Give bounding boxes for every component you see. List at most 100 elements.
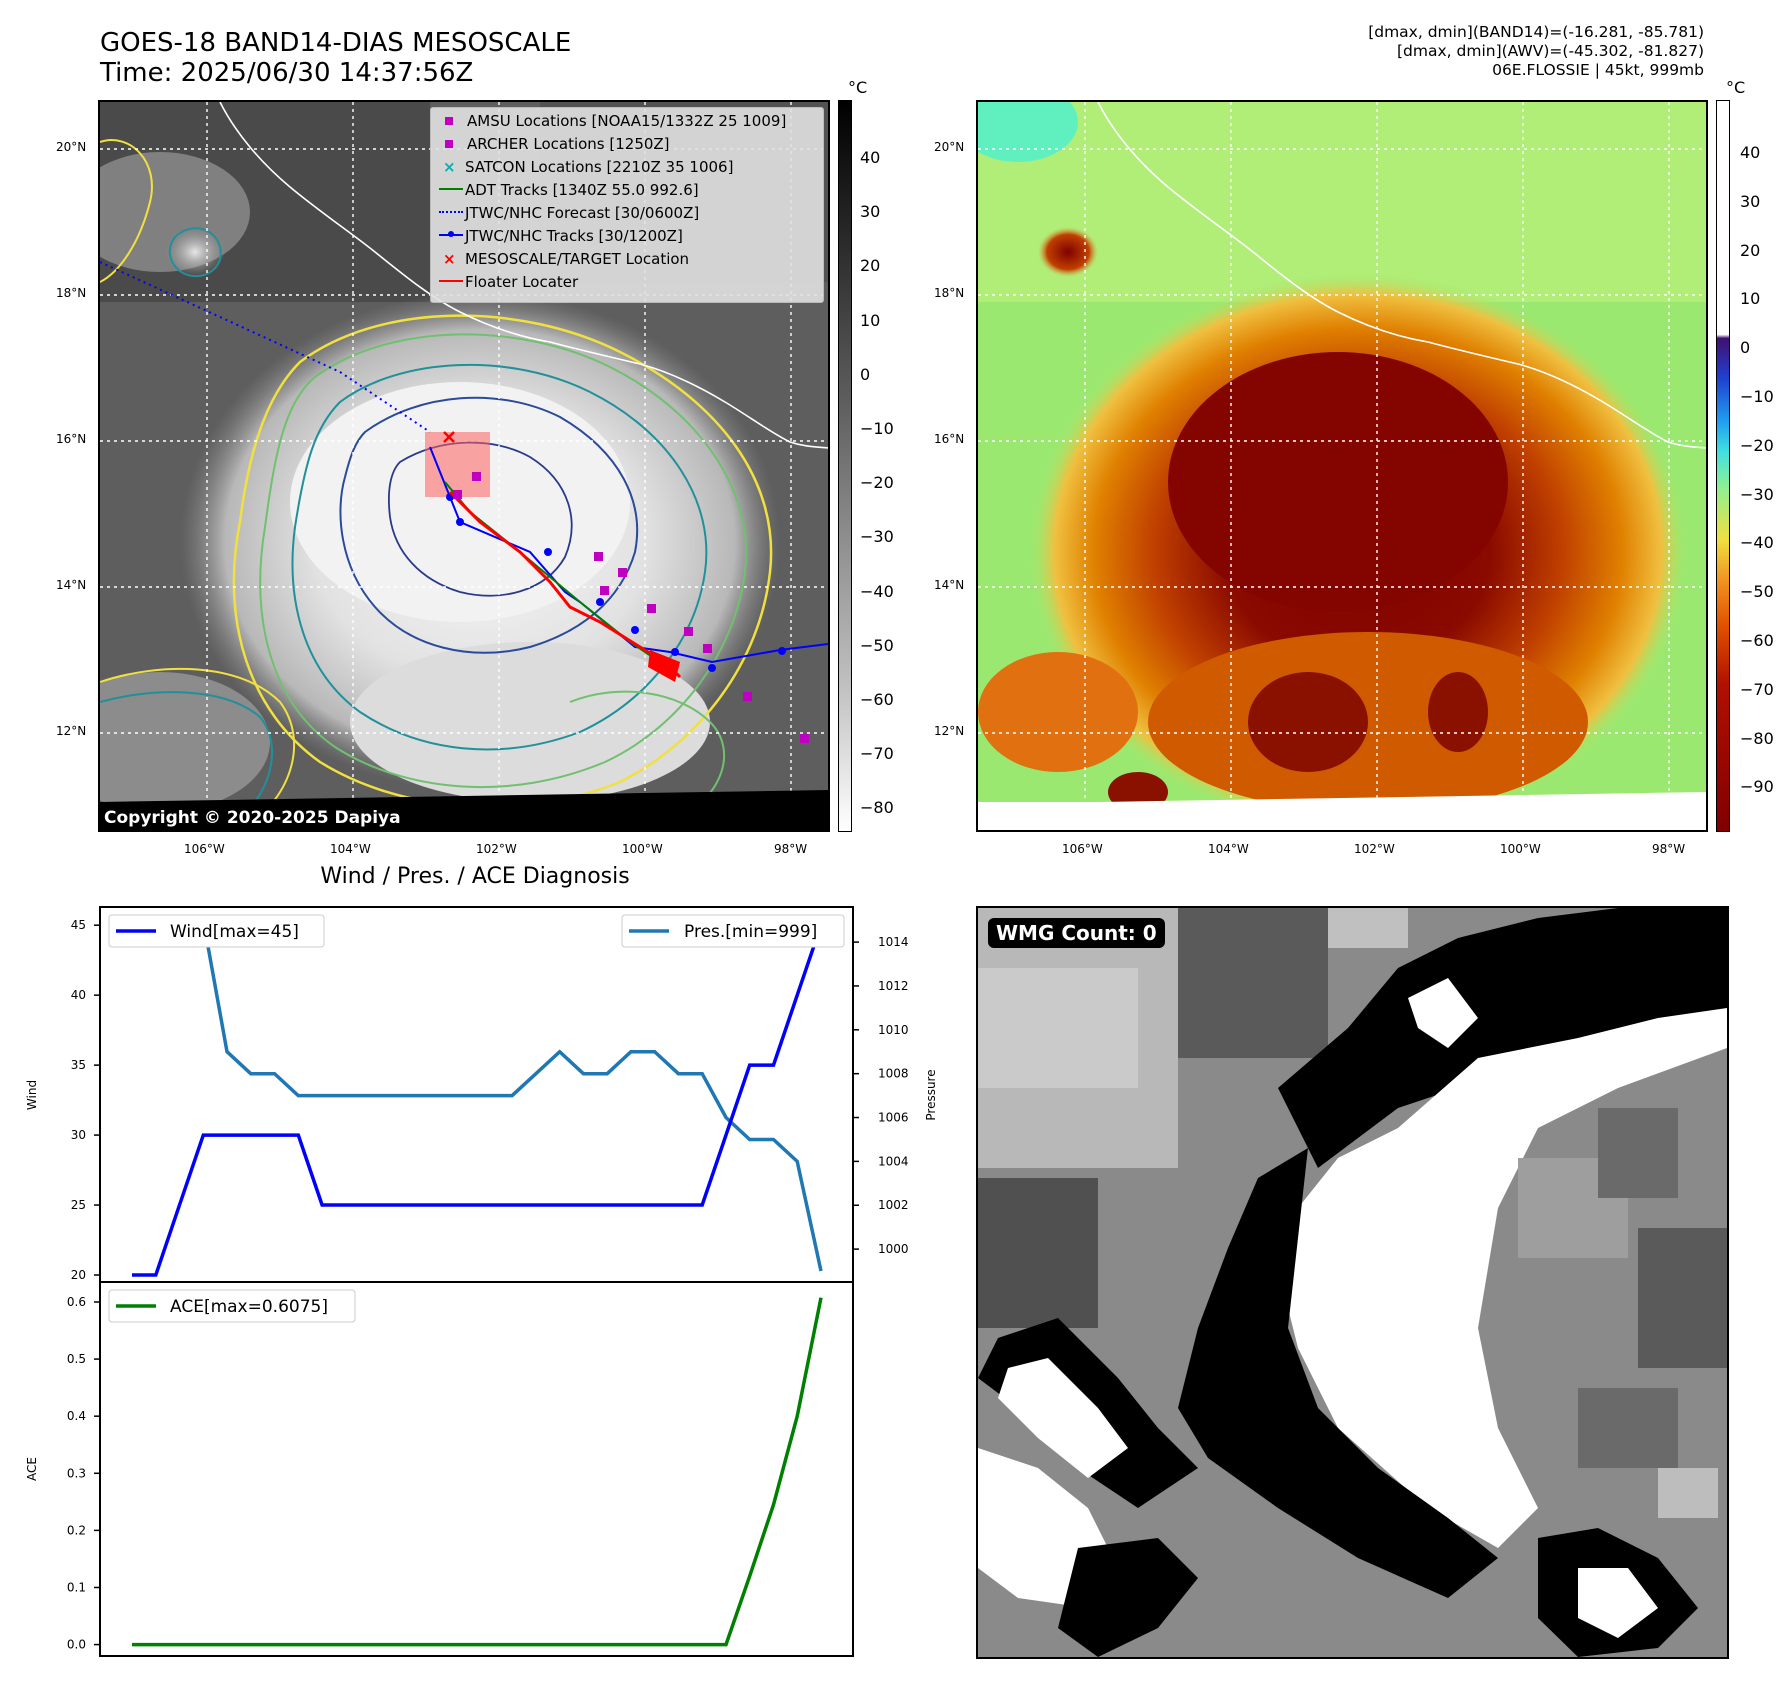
wind-y-tick-label: 30 [71, 1128, 86, 1142]
awv-range-text: [dmax, dmin](AWV)=(-45.302, -81.827) [1397, 42, 1704, 60]
legend-archer-marker [445, 140, 453, 148]
ace-y-tick-label: 0.4 [67, 1409, 86, 1423]
left-lat-14n: 14°N [56, 578, 87, 592]
right-colorbar-tick: −70 [1740, 679, 1774, 699]
right-colorbar-tick: 40 [1740, 143, 1761, 162]
legend-tracks-marker [439, 231, 463, 237]
legend-amsu-marker [445, 117, 453, 125]
legend-item-adt: ADT Tracks [1340Z 55.0 992.6] [439, 181, 699, 199]
right-lon-100w: 100°W [1500, 842, 1541, 856]
target-box [425, 432, 490, 497]
legend-label-tracks: JTWC/NHC Tracks [30/1200Z] [465, 227, 683, 245]
awv-map-panel [976, 100, 1708, 832]
left-colorbar-tick: 40 [860, 148, 881, 167]
pressure-y-tick-label: 1000 [878, 1242, 909, 1256]
ace-series-line [132, 1297, 823, 1647]
legend-label-forecast: JTWC/NHC Forecast [30/0600Z] [465, 204, 700, 222]
left-colorbar-tick: −20 [860, 473, 894, 493]
left-lon-98w: 98°W [774, 842, 808, 856]
pressure-y-tick-label: 1010 [878, 1023, 909, 1037]
legend-satcon-marker: × [443, 158, 456, 176]
header-stats: [dmax, dmin](BAND14)=(-16.281, -85.781) … [1004, 23, 1704, 80]
left-lon-100w: 100°W [622, 842, 663, 856]
right-colorbar-tick: −40 [1740, 533, 1774, 553]
ace-y-tick-label: 0.2 [67, 1523, 86, 1537]
right-colorbar-tick: 30 [1740, 191, 1761, 211]
map-title-line-2: Time: 2025/06/30 14:37:56Z [100, 58, 474, 88]
left-colorbar-tick: −30 [860, 527, 894, 547]
legend-target-marker: × [443, 250, 456, 268]
left-lon-102w: 102°W [476, 842, 517, 856]
copyright-text: Copyright © 2020-2025 Dapiya [104, 808, 401, 828]
right-lon-104w: 104°W [1208, 842, 1249, 856]
legend-item-satcon: × SATCON Locations [2210Z 35 1006] [439, 158, 733, 176]
diagnosis-chart-title: Wind / Pres. / ACE Diagnosis [320, 864, 630, 889]
left-lon-106w: 106°W [184, 842, 225, 856]
ace-y-tick-label: 0.5 [67, 1352, 86, 1366]
map-legend: AMSU Locations [NOAA15/1332Z 25 1009] AR… [430, 107, 824, 303]
legend-floater-marker [439, 280, 463, 282]
legend-item-floater: Floater Locater [439, 273, 578, 291]
pressure-series-line [132, 918, 823, 1272]
ace-y-tick-label: 0.0 [67, 1638, 86, 1652]
legend-adt-marker [439, 188, 463, 190]
wmg-image-svg [978, 908, 1727, 1657]
right-lat-14n: 14°N [934, 578, 965, 592]
wmg-count-badge: WMG Count: 0 [988, 918, 1165, 948]
legend-item-amsu: AMSU Locations [NOAA15/1332Z 25 1009] [439, 112, 786, 130]
legend-label-target: MESOSCALE/TARGET Location [465, 250, 690, 268]
right-lat-18n: 18°N [934, 286, 965, 300]
wind-y-tick-label: 40 [71, 988, 86, 1002]
wind-y-ticks: 20 25 30 35 40 45 [71, 918, 100, 1282]
ace-y-ticks: 0.0 0.1 0.2 0.3 0.4 0.5 0.6 [67, 1295, 100, 1652]
left-colorbar-tick: 20 [860, 256, 881, 276]
legend-forecast-marker [439, 211, 463, 213]
wind-legend: Wind[max=45] [108, 914, 325, 948]
left-lat-20n: 20°N [56, 140, 87, 154]
left-colorbar-tick: 30 [860, 202, 881, 222]
wind-y-tick-label: 35 [71, 1058, 86, 1072]
pressure-y-tick-label: 1012 [878, 979, 909, 993]
right-colorbar-tick: −50 [1740, 582, 1774, 602]
right-lon-106w: 106°W [1062, 842, 1103, 856]
ace-legend-label: ACE[max=0.6075] [170, 1297, 328, 1317]
right-colorbar-tick: 20 [1740, 240, 1761, 260]
right-lon-98w: 98°W [1652, 842, 1686, 856]
wmg-panel: WMG Count: 0 [976, 906, 1729, 1659]
right-colorbar-tick: −20 [1740, 435, 1774, 455]
right-colorbar-tick: 10 [1740, 289, 1761, 309]
left-colorbar-tick: −70 [860, 744, 894, 764]
pressure-y-tick-label: 1004 [878, 1154, 909, 1168]
ace-y-tick-label: 0.3 [67, 1466, 86, 1480]
left-colorbar-tick: 10 [860, 310, 881, 330]
wind-axis-label: Wind [25, 1080, 39, 1110]
wind-y-tick-label: 20 [71, 1268, 86, 1282]
right-lat-12n: 12°N [934, 724, 965, 738]
right-colorbar-tick: −10 [1740, 387, 1774, 406]
left-colorbar-tick: −50 [860, 635, 894, 655]
pressure-y-tick-label: 1002 [878, 1198, 909, 1212]
legend-label-adt: ADT Tracks [1340Z 55.0 992.6] [465, 181, 699, 199]
pressure-y-tick-label: 1008 [878, 1067, 909, 1081]
legend-item-forecast: JTWC/NHC Forecast [30/0600Z] [439, 204, 699, 222]
left-colorbar-tick: −60 [860, 690, 894, 709]
left-colorbar-tick: −40 [860, 581, 894, 601]
wind-series-line [132, 924, 823, 1277]
pressure-legend: Pres.[min=999] [621, 914, 845, 948]
right-lat-16n: 16°N [934, 432, 965, 446]
legend-label-amsu: AMSU Locations [NOAA15/1332Z 25 1009] [467, 112, 787, 130]
ace-y-tick-label: 0.6 [67, 1295, 86, 1309]
pressure-y-ticks: 1000 1002 1004 1006 1008 1010 1012 1014 [853, 935, 909, 1256]
band14-map-panel: AMSU Locations [NOAA15/1332Z 25 1009] AR… [98, 100, 830, 832]
legend-label-satcon: SATCON Locations [2210Z 35 1006] [465, 158, 734, 176]
legend-label-archer: ARCHER Locations [1250Z] [467, 135, 670, 153]
right-colorbar-tick: −30 [1740, 484, 1774, 504]
wind-y-tick-label: 45 [71, 918, 86, 932]
left-lat-18n: 18°N [56, 286, 87, 300]
left-lat-16n: 16°N [56, 432, 87, 446]
pressure-axis-label: Pressure [924, 1069, 938, 1120]
legend-item-tracks: JTWC/NHC Tracks [30/1200Z] [439, 227, 683, 245]
right-colorbar-tick: −80 [1740, 728, 1774, 748]
ace-y-tick-label: 0.1 [67, 1580, 86, 1594]
